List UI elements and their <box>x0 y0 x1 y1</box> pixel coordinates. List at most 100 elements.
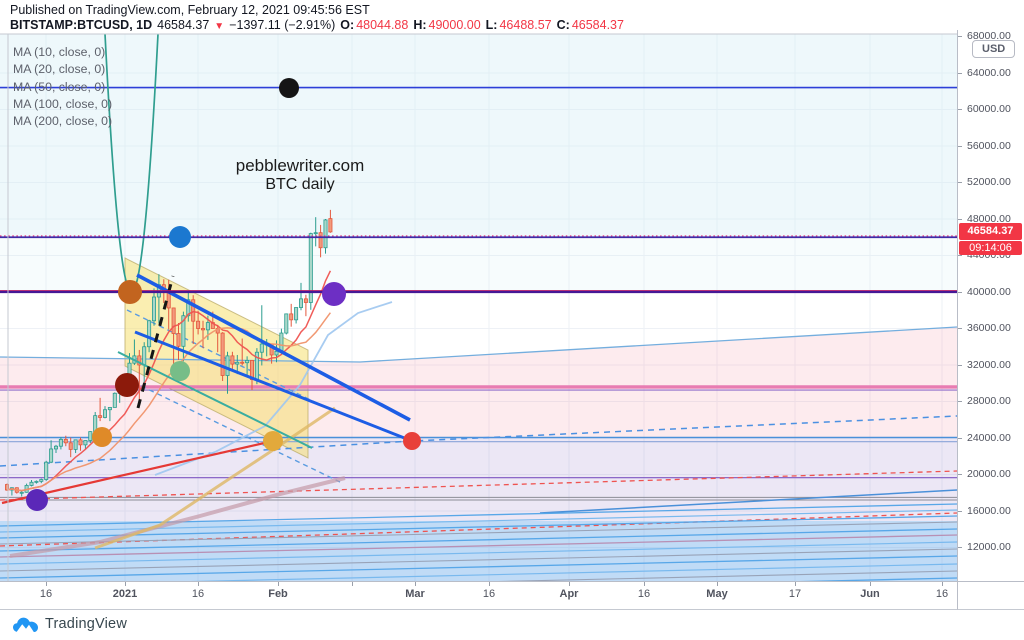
stripe-3 <box>0 515 957 539</box>
main-chart[interactable] <box>0 30 957 582</box>
time-tick-mark <box>489 582 490 586</box>
price-tick-mark <box>958 328 962 329</box>
price-tick-label: 24000.00 <box>967 431 1011 444</box>
ma-legend: MA (10, close, 0) MA (20, close, 0) MA (50… <box>13 44 112 130</box>
ohlc-label: H: <box>413 18 427 32</box>
time-tick-label: Mar <box>405 588 425 600</box>
marker-purple-right-dot[interactable] <box>322 282 346 306</box>
bottom-right-blue <box>539 489 957 514</box>
legend-item[interactable]: MA (50, close, 0) <box>13 79 106 94</box>
candle-body <box>220 332 225 376</box>
blue-zone <box>0 521 957 582</box>
pink-zone-top-edge <box>0 326 957 363</box>
stripe-6 <box>0 534 957 558</box>
time-tick-label: 16 <box>935 588 949 600</box>
price-tick-mark <box>958 182 962 183</box>
lavender-zone <box>0 438 957 521</box>
candle-body <box>191 299 196 322</box>
candle-body <box>313 232 318 235</box>
ma50-curve <box>154 301 393 476</box>
time-tick-label: 16 <box>191 588 205 600</box>
currency-badge[interactable]: USD <box>972 40 1016 58</box>
published-line: Published on TradingView.com, February 1… <box>10 3 370 17</box>
symbol-title[interactable]: BITSTAMP:BTCUSD, 1D <box>10 18 153 32</box>
ma10-line <box>6 270 332 492</box>
marker-purple-bottom-dot[interactable] <box>26 489 48 511</box>
price-tick-mark <box>958 255 962 256</box>
candle-body <box>245 360 250 364</box>
legend-item[interactable]: MA (100, close, 0) <box>13 96 113 111</box>
time-tick-label: 17 <box>788 588 802 600</box>
price-tick-label: 60000.00 <box>967 103 1011 115</box>
marker-orange-dot[interactable] <box>118 280 142 304</box>
tradingview-logo-icon[interactable] <box>12 612 39 636</box>
price-tick-mark <box>958 218 962 220</box>
candle-body <box>279 332 284 352</box>
candle-body <box>308 233 313 303</box>
candle-body <box>289 313 294 321</box>
candle-body <box>235 361 240 365</box>
marker-yellow-dot[interactable] <box>263 431 283 451</box>
price-tick-mark <box>958 36 962 37</box>
marker-green-dot[interactable] <box>170 361 190 381</box>
price-tick-label: 16000.00 <box>967 504 1011 517</box>
candle-body <box>107 407 112 411</box>
brand-name[interactable]: TradingView <box>45 616 127 632</box>
candle-body <box>78 439 83 446</box>
candle-body <box>284 313 289 334</box>
candle-body <box>142 346 147 366</box>
candle-body <box>44 461 49 480</box>
price-tick-mark <box>958 510 962 512</box>
time-tick-mark <box>198 582 199 586</box>
red-dashed-upper <box>0 470 957 501</box>
price-tick-mark <box>958 364 962 366</box>
time-tick-mark <box>569 582 570 586</box>
marker-black-dot[interactable] <box>279 78 299 98</box>
marker-red-dot[interactable] <box>403 432 421 450</box>
corner-box <box>957 581 1024 610</box>
price-tick-mark <box>958 72 962 74</box>
time-axis[interactable]: 16 2021 16 Feb Mar 16 Apr 16 May 17 Jun 16 <box>0 581 957 610</box>
watermark-line1: pebblewriter.com <box>235 156 365 175</box>
last-price: 46584.37 <box>157 18 210 32</box>
legend-item[interactable]: MA (20, close, 0) <box>13 62 106 77</box>
price-axis[interactable]: USD 68000.00 64000.00 60000.00 56000.00 5200… <box>957 30 1024 581</box>
candle-body <box>147 320 152 348</box>
teal-trendline <box>117 351 313 449</box>
marker-dark-red-dot[interactable] <box>115 373 139 397</box>
candle-body <box>34 480 39 483</box>
price-tick-label: 20000.00 <box>967 468 1011 480</box>
price-tick-mark <box>958 145 962 147</box>
ohlc-value: 46584.37 <box>571 18 624 32</box>
ohlc-group: O: 48044.88 H: 49000.00 L: 46488.57 C: 46584.37 <box>340 18 624 32</box>
price-tick-mark <box>958 547 962 548</box>
stripe-1 <box>0 503 957 527</box>
stripe-7 <box>0 541 957 565</box>
candle-body <box>294 307 299 321</box>
time-tick-label: Jun <box>860 588 880 600</box>
time-tick-mark <box>717 582 718 586</box>
countdown-badge: 09:14:06 <box>959 241 1022 256</box>
ma100-curve <box>94 406 336 550</box>
price-tick-mark <box>958 291 962 293</box>
marker-orange-left-dot[interactable] <box>92 427 112 447</box>
ohlc-label: C: <box>556 18 570 32</box>
candle-body <box>83 440 88 446</box>
candle-body <box>63 438 68 444</box>
stripe-8 <box>0 548 957 572</box>
watermark: pebblewriter.com BTC daily <box>205 156 395 194</box>
time-tick-mark <box>795 582 796 586</box>
stripe-5 <box>0 528 957 552</box>
ohlc-value: 48044.88 <box>356 18 409 32</box>
mid-cyan-tint <box>0 237 957 292</box>
candle-body <box>49 448 54 463</box>
candle-body <box>205 322 210 331</box>
time-tick-mark <box>942 582 943 586</box>
legend-item[interactable]: MA (200, close, 0) <box>13 114 113 129</box>
legend-item[interactable]: MA (10, close, 0) <box>13 45 106 59</box>
price-tick-label: 52000.00 <box>967 176 1011 188</box>
candle-body <box>176 333 181 347</box>
marker-blue-dot[interactable] <box>169 226 191 248</box>
time-tick-mark <box>415 582 416 586</box>
stripe-4 <box>0 521 957 545</box>
